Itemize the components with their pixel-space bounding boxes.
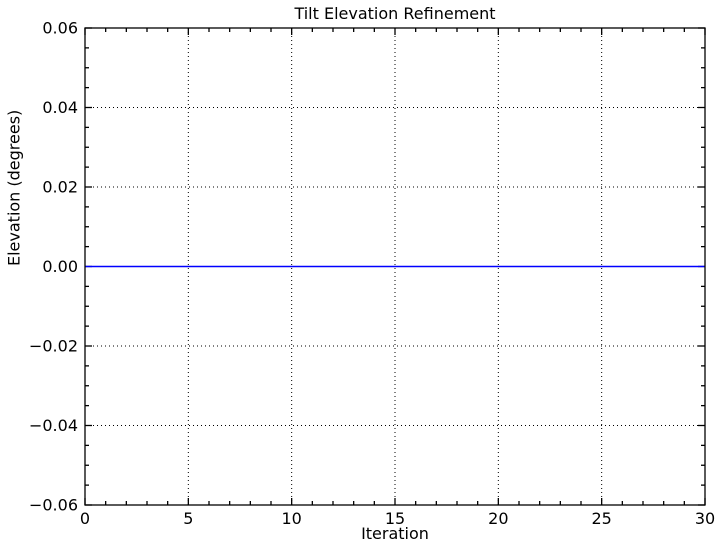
y-tick-label: 0.00 (42, 257, 78, 276)
x-tick-label: 25 (591, 509, 611, 528)
x-axis-label: Iteration (361, 524, 429, 543)
axes-frame (84, 27, 706, 506)
y-tick-label: −0.02 (29, 337, 78, 356)
x-tick-label: 10 (281, 509, 301, 528)
x-tick-label: 20 (488, 509, 508, 528)
y-tick-label: 0.04 (42, 98, 78, 117)
y-tick-label: −0.06 (29, 496, 78, 515)
x-tick-label: 0 (80, 509, 90, 528)
x-tick-label: 15 (385, 509, 405, 528)
chart-title: Tilt Elevation Refinement (294, 4, 496, 23)
x-tick-label: 30 (695, 509, 715, 528)
y-tick-label: 0.06 (42, 19, 78, 38)
y-tick-label: 0.02 (42, 178, 78, 197)
y-tick-label: −0.04 (29, 416, 78, 435)
x-tick-label: 5 (183, 509, 193, 528)
